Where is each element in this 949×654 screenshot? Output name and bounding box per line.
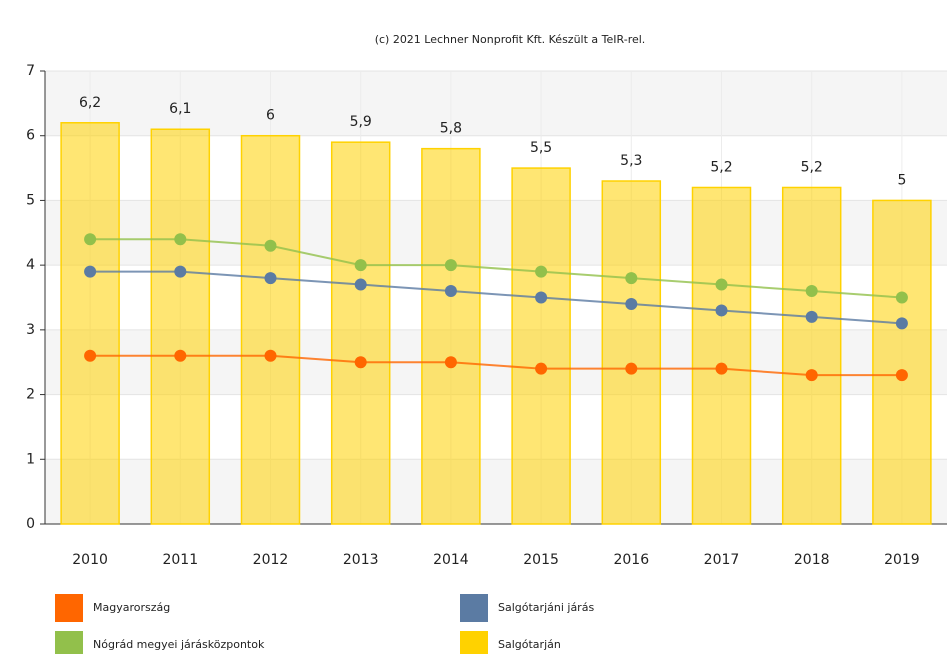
data-label: 5,5 xyxy=(530,140,552,156)
point xyxy=(444,259,457,272)
chart-title: (c) 2021 Lechner Nonprofit Kft. Készült … xyxy=(375,33,646,46)
point xyxy=(174,233,187,246)
data-label: 6,1 xyxy=(169,101,191,117)
point xyxy=(625,362,638,375)
point xyxy=(264,349,277,362)
bar xyxy=(872,199,932,525)
x-tick-label: 2010 xyxy=(72,552,108,568)
line xyxy=(90,238,902,299)
point xyxy=(625,297,638,310)
point xyxy=(715,278,728,291)
data-label: 5,2 xyxy=(801,159,823,175)
bar xyxy=(691,186,752,525)
point xyxy=(715,304,728,317)
line xyxy=(90,270,902,325)
y-tick-label: 5 xyxy=(26,192,35,208)
data-label: 6 xyxy=(266,108,275,124)
point xyxy=(895,317,908,330)
x-tick-label: 2017 xyxy=(704,552,740,568)
bar xyxy=(601,180,662,525)
legend-swatch xyxy=(55,594,83,622)
bar xyxy=(150,128,211,525)
point xyxy=(174,265,187,278)
point xyxy=(264,239,277,252)
point xyxy=(84,349,97,362)
point xyxy=(84,265,97,278)
point xyxy=(535,362,548,375)
bar xyxy=(781,186,842,525)
legend-swatch xyxy=(460,594,488,622)
data-label: 5 xyxy=(897,172,906,188)
x-tick-label: 2014 xyxy=(433,552,469,568)
point xyxy=(354,259,367,272)
grid-band xyxy=(45,71,947,136)
line xyxy=(90,354,902,377)
point xyxy=(354,356,367,369)
point xyxy=(84,233,97,246)
point xyxy=(444,285,457,298)
legend-label: Nógrád megyei járásközpontok xyxy=(93,638,265,651)
point xyxy=(715,362,728,375)
bar xyxy=(60,122,120,525)
x-tick-label: 2011 xyxy=(162,552,198,568)
point xyxy=(264,272,277,285)
data-label: 6,2 xyxy=(79,95,101,111)
legend-label: Magyarország xyxy=(93,601,170,614)
point xyxy=(174,349,187,362)
point xyxy=(354,278,367,291)
legend-swatch xyxy=(55,631,83,654)
y-tick-label: 3 xyxy=(26,322,35,338)
data-label: 5,2 xyxy=(710,159,732,175)
x-tick-label: 2012 xyxy=(253,552,289,568)
point xyxy=(535,291,548,304)
point xyxy=(625,272,638,285)
bar xyxy=(240,134,301,525)
bar xyxy=(330,141,391,525)
data-label: 5,9 xyxy=(350,114,372,130)
bar xyxy=(421,147,481,525)
point xyxy=(895,369,908,382)
legend-swatch xyxy=(460,631,488,654)
data-label: 5,8 xyxy=(440,121,462,137)
point xyxy=(805,369,818,382)
legend-label: Salgótarján xyxy=(498,638,561,651)
point xyxy=(444,356,457,369)
y-tick-label: 4 xyxy=(26,257,35,273)
x-tick-label: 2013 xyxy=(343,552,379,568)
y-tick-label: 1 xyxy=(26,451,35,467)
legend-label: Salgótarjáni járás xyxy=(498,601,594,614)
x-tick-label: 2016 xyxy=(613,552,649,568)
bar xyxy=(511,167,571,525)
y-tick-label: 7 xyxy=(26,63,35,79)
x-tick-label: 2015 xyxy=(523,552,559,568)
x-tick-label: 2019 xyxy=(884,552,920,568)
point xyxy=(805,310,818,323)
data-label: 5,3 xyxy=(620,153,642,169)
point xyxy=(895,291,908,304)
point xyxy=(535,265,548,278)
point xyxy=(805,285,818,298)
y-tick-label: 2 xyxy=(26,387,35,403)
y-tick-label: 0 xyxy=(26,516,35,532)
x-tick-label: 2018 xyxy=(794,552,830,568)
y-tick-label: 6 xyxy=(26,128,35,144)
